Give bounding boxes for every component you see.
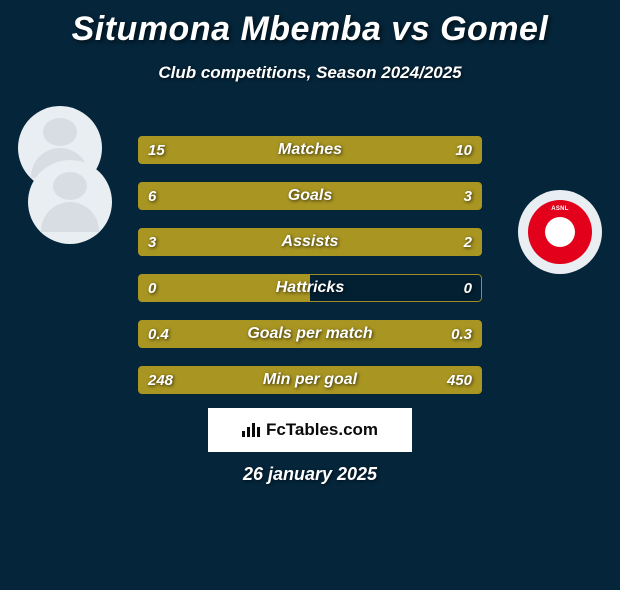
brand-signal-icon [242, 423, 260, 437]
club-right-badge: ASNL [518, 190, 602, 274]
bar-label: Matches [138, 136, 482, 164]
comparison-chart: 1510Matches 63Goals 32Assists 00Hattricks 0.… [138, 136, 482, 412]
club-crest-thistle-icon [545, 217, 575, 247]
bar-label: Min per goal [138, 366, 482, 394]
club-crest-icon: ASNL [528, 200, 592, 264]
club-crest-text: ASNL [528, 206, 592, 212]
avatar-placeholder-icon [53, 172, 87, 200]
bar-row: 0.40.3Goals per match [138, 320, 482, 348]
bar-label: Assists [138, 228, 482, 256]
bar-row: 32Assists [138, 228, 482, 256]
bar-label: Hattricks [138, 274, 482, 302]
brand-logo: FcTables.com [208, 408, 412, 452]
bar-row: 00Hattricks [138, 274, 482, 302]
brand-text: FcTables.com [266, 420, 378, 440]
avatar-placeholder-icon [41, 202, 99, 232]
bar-label: Goals [138, 182, 482, 210]
page-title: Situmona Mbemba vs Gomel [0, 10, 620, 49]
bar-label: Goals per match [138, 320, 482, 348]
avatar-placeholder-icon [43, 118, 77, 146]
bar-row: 63Goals [138, 182, 482, 210]
bar-row: 248450Min per goal [138, 366, 482, 394]
page-subtitle: Club competitions, Season 2024/2025 [0, 63, 620, 83]
club-left-placeholder [28, 160, 112, 244]
bar-row: 1510Matches [138, 136, 482, 164]
footer-date: 26 january 2025 [0, 464, 620, 485]
